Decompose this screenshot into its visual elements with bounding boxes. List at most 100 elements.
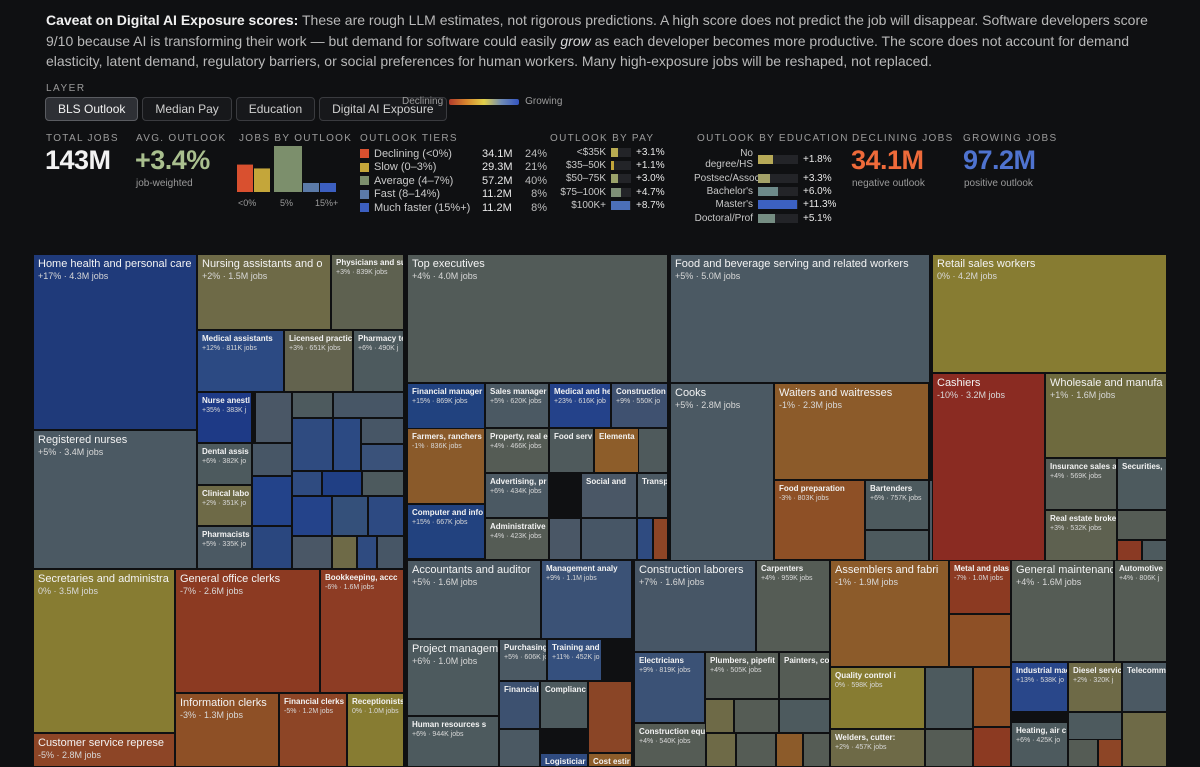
treemap-cell-unlabeled[interactable]: [925, 729, 973, 767]
treemap-cell[interactable]: Electricians +9% · 819K jobs: [634, 652, 705, 723]
treemap-cell[interactable]: Receptionists 0% · 1.0M jobs: [347, 693, 404, 767]
treemap-cell-unlabeled[interactable]: [865, 530, 929, 561]
treemap-cell-unlabeled[interactable]: [973, 727, 1011, 767]
treemap-cell[interactable]: Accountants and auditor +5% · 1.6M jobs: [407, 560, 541, 639]
treemap-cell-unlabeled[interactable]: [1117, 540, 1142, 561]
treemap-cell[interactable]: Project manageme +6% · 1.0M jobs: [407, 639, 499, 716]
treemap-cell[interactable]: Medical assistants +12% · 811K jobs: [197, 330, 284, 392]
treemap-cell-unlabeled[interactable]: [588, 681, 632, 753]
treemap-cell-unlabeled[interactable]: [332, 536, 357, 569]
treemap-cell[interactable]: Metal and plas -7% · 1.0M jobs: [949, 560, 1011, 614]
treemap-cell[interactable]: Bookkeeping, accc -6% · 1.6M jobs: [320, 569, 404, 693]
treemap-cell[interactable]: Purchasing manag +5% · 606K jobs: [499, 639, 547, 681]
treemap-cell[interactable]: Customer service represe -5% · 2.8M jobs: [33, 733, 175, 767]
treemap-cell[interactable]: Insurance sales a +4% · 569K jobs: [1045, 458, 1117, 510]
tab-bls-outlook[interactable]: BLS Outlook: [45, 97, 139, 121]
treemap-cell-unlabeled[interactable]: [637, 428, 668, 473]
treemap-cell[interactable]: Physicians and su +3% · 839K jobs: [331, 254, 404, 330]
treemap-cell-unlabeled[interactable]: [252, 476, 292, 526]
treemap-cell[interactable]: Medical and he +23% · 616K job: [549, 383, 611, 428]
treemap-cell[interactable]: Telecomm: [1122, 662, 1167, 712]
treemap-cell[interactable]: Complianc: [540, 681, 588, 729]
treemap-cell-unlabeled[interactable]: [973, 667, 1011, 727]
treemap-cell-unlabeled[interactable]: [637, 518, 653, 560]
treemap-cell[interactable]: Dental assis +6% · 382K jo: [197, 443, 252, 485]
treemap-cell-unlabeled[interactable]: [362, 471, 404, 496]
treemap-cell[interactable]: Computer and info +15% · 667K jobs: [407, 504, 485, 559]
treemap-cell[interactable]: Cooks +5% · 2.8M jobs: [670, 383, 774, 561]
treemap-cell[interactable]: Nursing assistants and o +2% · 1.5M jobs: [197, 254, 331, 330]
treemap-cell[interactable]: Securities,: [1117, 458, 1167, 510]
treemap-cell-unlabeled[interactable]: [292, 496, 332, 536]
treemap-cell-unlabeled[interactable]: [333, 392, 404, 418]
treemap-cell-unlabeled[interactable]: [803, 733, 830, 767]
tab-median-pay[interactable]: Median Pay: [142, 97, 232, 121]
treemap-cell[interactable]: Financial a: [499, 681, 540, 729]
treemap-cell-unlabeled[interactable]: [1117, 510, 1167, 540]
treemap-cell[interactable]: Waiters and waitresses -1% · 2.3M jobs: [774, 383, 929, 480]
treemap-cell[interactable]: Clinical labo +2% · 351K jo: [197, 485, 252, 526]
treemap-cell-unlabeled[interactable]: [736, 733, 776, 767]
treemap-cell[interactable]: Transport: [637, 473, 668, 518]
treemap-cell[interactable]: Food preparation -3% · 803K jobs: [774, 480, 865, 560]
treemap-cell[interactable]: Elementa: [594, 428, 639, 473]
treemap-cell-unlabeled[interactable]: [322, 471, 362, 496]
treemap-cell-unlabeled[interactable]: [549, 518, 581, 560]
treemap-cell-unlabeled[interactable]: [377, 536, 404, 569]
treemap-cell-unlabeled[interactable]: [292, 392, 333, 418]
treemap-cell[interactable]: Top executives +4% · 4.0M jobs: [407, 254, 668, 383]
treemap-cell[interactable]: Cashiers -10% · 3.2M jobs: [932, 373, 1045, 561]
treemap-cell[interactable]: Welders, cutter: +2% · 457K jobs: [830, 729, 925, 767]
treemap-cell-unlabeled[interactable]: [292, 418, 333, 471]
treemap-cell-unlabeled[interactable]: [1098, 739, 1122, 767]
treemap-cell[interactable]: Licensed practic +3% · 651K jobs: [284, 330, 353, 392]
treemap-cell[interactable]: Carpenters +4% · 959K jobs: [756, 560, 830, 652]
treemap-cell-unlabeled[interactable]: [949, 614, 1011, 667]
treemap-cell[interactable]: Diesel servic +2% · 320K j: [1068, 662, 1122, 712]
treemap-cell[interactable]: General maintenanc +4% · 1.6M jobs: [1011, 560, 1114, 662]
treemap-cell[interactable]: Industrial mac +13% · 538K jo: [1011, 662, 1068, 712]
treemap-cell[interactable]: Registered nurses +5% · 3.4M jobs: [33, 430, 197, 569]
treemap-cell[interactable]: Social and: [581, 473, 637, 518]
treemap-cell-unlabeled[interactable]: [252, 526, 292, 569]
treemap-cell[interactable]: Sales manager +5% · 620K jobs: [485, 383, 549, 428]
treemap-cell-unlabeled[interactable]: [357, 536, 377, 569]
tab-digital-ai-exposure[interactable]: Digital AI Exposure: [319, 97, 447, 121]
treemap-cell-unlabeled[interactable]: [361, 418, 404, 444]
treemap-cell-unlabeled[interactable]: [653, 518, 668, 560]
treemap-cell[interactable]: General office clerks -7% · 2.6M jobs: [175, 569, 320, 693]
treemap-cell[interactable]: Wholesale and manufa +1% · 1.6M jobs: [1045, 373, 1167, 458]
tab-education[interactable]: Education: [235, 97, 316, 121]
treemap-cell[interactable]: Property, real e +4% · 466K jobs: [485, 428, 549, 473]
treemap-cell[interactable]: Construction laborers +7% · 1.6M jobs: [634, 560, 756, 652]
treemap-cell-unlabeled[interactable]: [734, 699, 779, 733]
treemap-cell[interactable]: Painters, co: [779, 652, 830, 699]
treemap-cell-unlabeled[interactable]: [779, 699, 830, 733]
treemap-cell[interactable]: Real estate broke +3% · 532K jobs: [1045, 510, 1117, 561]
treemap-cell[interactable]: Farmers, ranchers -1% · 836K jobs: [407, 428, 485, 504]
treemap-cell[interactable]: Information clerks -3% · 1.3M jobs: [175, 693, 279, 767]
treemap-cell[interactable]: Training and +11% · 452K jo: [547, 639, 602, 681]
treemap-cell-unlabeled[interactable]: [252, 443, 292, 476]
treemap-cell[interactable]: Heating, air c +6% · 425K jo: [1011, 722, 1068, 767]
treemap-cell[interactable]: Nurse anestl +35% · 383K j: [197, 392, 252, 443]
treemap-cell[interactable]: Secretaries and administra 0% · 3.5M jobs: [33, 569, 175, 733]
treemap-cell[interactable]: Retail sales workers 0% · 4.2M jobs: [932, 254, 1167, 373]
treemap-cell[interactable]: Administrative +4% · 423K jobs: [485, 518, 549, 560]
treemap-cell-unlabeled[interactable]: [292, 536, 332, 569]
treemap-cell-unlabeled[interactable]: [332, 496, 368, 536]
treemap-cell-unlabeled[interactable]: [255, 392, 292, 443]
treemap-cell[interactable]: Food serv: [549, 428, 594, 473]
treemap-cell[interactable]: Plumbers, pipefit +4% · 505K jobs: [705, 652, 779, 699]
treemap-cell[interactable]: Logisticiar: [540, 753, 588, 767]
treemap-cell-unlabeled[interactable]: [1068, 739, 1098, 767]
treemap-cell[interactable]: Management analy +9% · 1.1M jobs: [541, 560, 632, 639]
treemap-cell[interactable]: Bartenders +6% · 757K jobs: [865, 480, 929, 530]
treemap-cell-unlabeled[interactable]: [776, 733, 803, 767]
treemap-cell-unlabeled[interactable]: [705, 699, 734, 733]
treemap-cell-unlabeled[interactable]: [333, 418, 361, 471]
treemap-cell[interactable]: Quality control i 0% · 598K jobs: [830, 667, 925, 729]
treemap-cell-unlabeled[interactable]: [361, 444, 404, 471]
treemap-cell-unlabeled[interactable]: [1122, 712, 1167, 767]
treemap-cell[interactable]: Home health and personal care +17% · 4.3M…: [33, 254, 197, 430]
